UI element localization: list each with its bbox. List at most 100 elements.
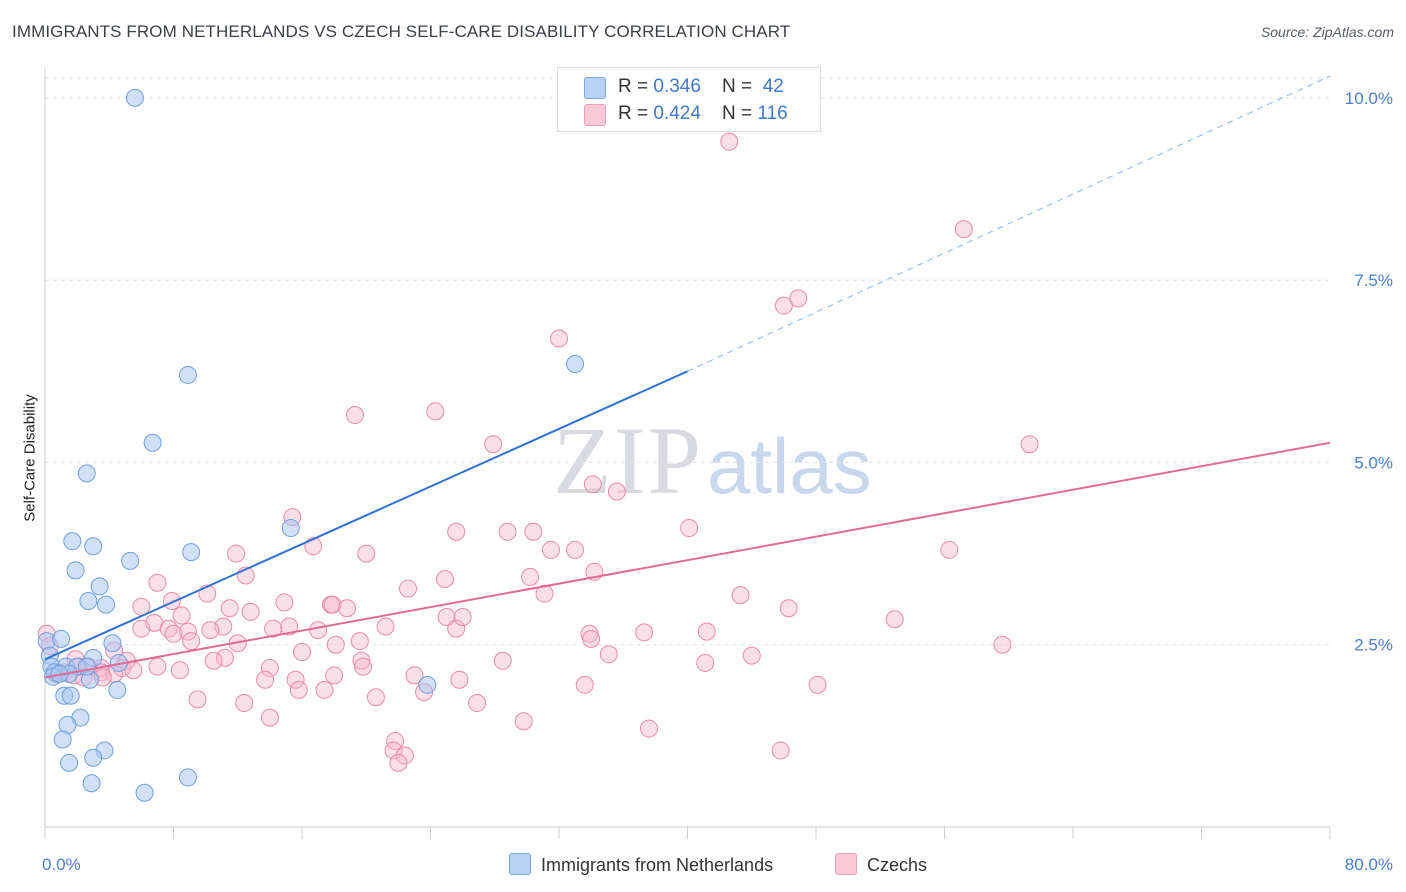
x-tick-label: 80.0% — [1345, 855, 1393, 874]
czechs-point — [447, 619, 466, 638]
czechs-point — [293, 643, 311, 662]
netherlands-point — [103, 634, 122, 653]
czechs-point — [227, 544, 246, 563]
czechs-point — [697, 622, 716, 641]
legend-r-value: 0.424 — [653, 103, 701, 124]
czechs-point — [198, 584, 217, 603]
czechs-point — [940, 540, 959, 559]
czechs-point — [524, 522, 543, 541]
czechs-point — [188, 690, 207, 709]
bottom-legend-label-netherlands: Immigrants from Netherlands — [541, 855, 774, 875]
netherlands-point — [77, 657, 96, 676]
bottom-legend-swatch-czechs — [835, 853, 857, 875]
czechs-point — [993, 635, 1012, 654]
czechs-point — [260, 659, 279, 678]
czechs-point — [774, 296, 793, 315]
czechs-point — [696, 653, 715, 672]
czechs-point — [1020, 435, 1039, 454]
czechs-point — [742, 646, 761, 665]
czechs-point — [275, 593, 294, 612]
czechs-point — [395, 746, 414, 765]
netherlands-point — [108, 680, 127, 699]
czechs-point — [484, 435, 503, 454]
czechs-point — [315, 680, 334, 699]
czechs-point — [493, 651, 512, 670]
x-tick-label: 0.0% — [42, 855, 81, 874]
czechs-point — [771, 741, 790, 760]
czechs-point — [220, 599, 239, 618]
chart-title: IMMIGRANTS FROM NETHERLANDS VS CZECH SEL… — [12, 22, 791, 41]
czechs-point — [323, 595, 342, 614]
netherlands-point — [121, 551, 140, 570]
source-credit: Source: ZipAtlas.com — [1260, 24, 1394, 40]
czechs-point — [337, 599, 356, 618]
czechs-point — [435, 570, 454, 589]
czechs-point — [635, 623, 654, 642]
netherlands-point — [125, 88, 144, 107]
legend-n-value: 42 — [762, 76, 784, 97]
legend-n-label: N = — [722, 76, 758, 97]
czechs-point — [260, 708, 279, 727]
netherlands-point — [52, 629, 71, 648]
czechs-point — [366, 688, 385, 707]
watermark-atlas: atlas — [707, 422, 872, 510]
czechs-point — [148, 657, 167, 676]
netherlands-point — [84, 537, 103, 556]
czechs-trend-line — [44, 441, 1331, 679]
bottom-legend-czechs: Czechs — [835, 853, 927, 876]
bottom-legend-label-czechs: Czechs — [867, 855, 928, 875]
y-tick-label: 10.0% — [1345, 89, 1393, 108]
czechs-point — [468, 694, 487, 713]
netherlands-point — [53, 730, 72, 749]
czechs-point — [607, 482, 626, 501]
czechs-point — [437, 608, 456, 627]
czechs-point — [159, 619, 178, 638]
czechs-points-layer — [37, 132, 1039, 772]
legend-r-label: R = — [618, 76, 654, 97]
czechs-point — [215, 648, 234, 667]
czechs-point — [389, 753, 408, 772]
czechs-point — [808, 675, 827, 694]
netherlands-point — [63, 532, 82, 551]
czechs-point — [172, 606, 191, 625]
czechs-point — [357, 544, 376, 563]
czechs-point — [304, 537, 323, 556]
czechs-point — [354, 657, 373, 676]
legend-n-label: N = — [722, 103, 758, 124]
czechs-point — [599, 645, 618, 664]
czechs-point — [405, 666, 424, 685]
netherlands-point — [97, 595, 116, 614]
czechs-point — [326, 635, 345, 654]
czechs-point — [583, 475, 602, 494]
tick-labels-layer: 2.5% 5.0% 7.5% 10.0% 0.0% 80.0% — [42, 89, 1393, 874]
czechs-point — [450, 670, 469, 689]
czechs-point — [182, 632, 201, 651]
netherlands-trend-extension — [687, 75, 1331, 372]
czechs-point — [521, 567, 540, 586]
czechs-point — [731, 586, 750, 605]
czechs-point — [885, 610, 904, 629]
czechs-point — [541, 540, 560, 559]
netherlands-point — [178, 365, 197, 384]
czechs-point — [514, 712, 533, 731]
czechs-point — [350, 632, 369, 651]
czechs-point — [789, 289, 808, 308]
netherlands-trend-line — [44, 370, 688, 661]
czechs-point — [346, 406, 365, 425]
netherlands-point — [566, 355, 585, 374]
czechs-point — [235, 694, 254, 713]
legend-r-label: R = — [618, 103, 654, 124]
czechs-point — [201, 621, 220, 640]
czechs-point — [447, 522, 466, 541]
netherlands-point — [90, 577, 109, 596]
czechs-point — [148, 573, 167, 592]
czechs-point — [680, 519, 699, 538]
legend-r-value: 0.346 — [653, 76, 701, 97]
czechs-point — [264, 619, 283, 638]
legend-n-value: 116 — [757, 103, 788, 124]
czechs-point — [779, 599, 798, 618]
czechs-point — [453, 608, 472, 627]
czechs-point — [325, 666, 344, 685]
czechs-point — [352, 651, 371, 670]
